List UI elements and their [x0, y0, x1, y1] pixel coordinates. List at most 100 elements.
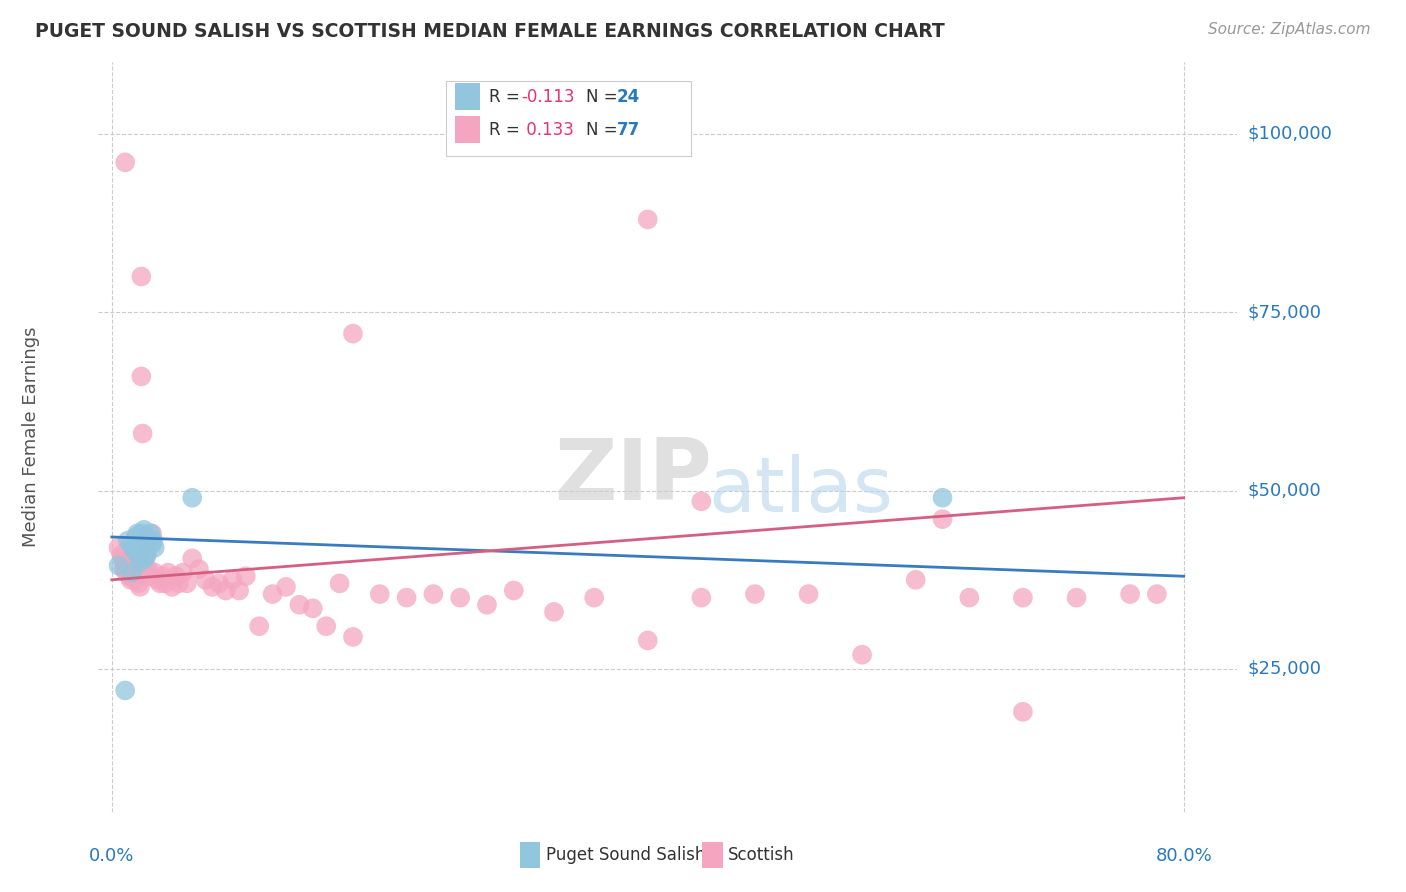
Point [129, 369, 152, 384]
Point [931, 512, 953, 526]
Text: N =: N = [586, 120, 623, 138]
Point [315, 619, 337, 633]
Point [342, 326, 364, 341]
Point [637, 212, 659, 227]
Point [129, 555, 152, 569]
Point [288, 598, 311, 612]
Point [128, 576, 150, 591]
Point [143, 541, 166, 555]
Point [121, 569, 143, 583]
Text: $50,000: $50,000 [1249, 482, 1322, 500]
Point [957, 591, 980, 605]
Point [128, 548, 150, 562]
Text: Puget Sound Salish: Puget Sound Salish [546, 847, 706, 864]
Point [395, 591, 418, 605]
Point [262, 587, 284, 601]
Point [247, 619, 270, 633]
Point [141, 537, 163, 551]
Point [131, 426, 153, 441]
Point [143, 566, 166, 580]
Point [135, 548, 157, 562]
Text: 77: 77 [617, 120, 640, 138]
Point [157, 566, 180, 580]
Point [129, 526, 152, 541]
Text: 0.0%: 0.0% [89, 847, 135, 865]
Point [120, 537, 142, 551]
Point [167, 576, 190, 591]
Point [138, 569, 160, 583]
Text: PUGET SOUND SALISH VS SCOTTISH MEDIAN FEMALE EARNINGS CORRELATION CHART: PUGET SOUND SALISH VS SCOTTISH MEDIAN FE… [35, 22, 945, 41]
Point [422, 587, 444, 601]
Point [136, 533, 159, 548]
Text: $25,000: $25,000 [1249, 660, 1322, 678]
Point [851, 648, 873, 662]
Text: ZIP: ZIP [554, 434, 711, 518]
Point [117, 555, 139, 569]
Text: $100,000: $100,000 [1249, 125, 1333, 143]
Text: atlas: atlas [709, 454, 893, 527]
Point [201, 580, 224, 594]
Point [146, 573, 169, 587]
Point [122, 562, 145, 576]
Point [1012, 591, 1035, 605]
Point [543, 605, 565, 619]
Point [797, 587, 820, 601]
Point [114, 683, 136, 698]
Text: R =: R = [489, 120, 524, 138]
Point [637, 633, 659, 648]
Point [475, 598, 498, 612]
Point [274, 580, 297, 594]
Point [129, 269, 152, 284]
Point [142, 533, 165, 548]
Text: 0.133: 0.133 [522, 120, 574, 138]
Point [583, 591, 606, 605]
Point [160, 580, 183, 594]
Point [114, 558, 136, 573]
Point [120, 573, 142, 587]
Point [132, 523, 155, 537]
FancyBboxPatch shape [520, 842, 540, 868]
Point [118, 569, 141, 583]
Point [176, 576, 198, 591]
Point [125, 558, 148, 573]
Point [107, 558, 129, 573]
Point [342, 630, 364, 644]
Text: $75,000: $75,000 [1249, 303, 1322, 321]
FancyBboxPatch shape [702, 842, 723, 868]
Point [931, 491, 953, 505]
Point [449, 591, 471, 605]
Text: -0.113: -0.113 [522, 87, 575, 105]
Point [368, 587, 391, 601]
Point [125, 530, 148, 544]
Point [1119, 587, 1142, 601]
Point [131, 537, 153, 551]
Point [165, 569, 187, 583]
Point [138, 533, 160, 548]
Point [208, 576, 231, 591]
Text: Median Female Earnings: Median Female Earnings [22, 326, 41, 548]
FancyBboxPatch shape [456, 116, 479, 143]
Point [228, 583, 250, 598]
Point [117, 533, 139, 548]
Point [110, 548, 132, 562]
Point [172, 566, 194, 580]
Text: 80.0%: 80.0% [1156, 847, 1212, 865]
Text: Scottish: Scottish [728, 847, 794, 864]
Point [181, 491, 204, 505]
Point [1146, 587, 1168, 601]
Point [221, 573, 243, 587]
Point [690, 494, 713, 508]
Point [155, 576, 177, 591]
Point [124, 573, 146, 587]
Point [690, 591, 713, 605]
Point [134, 533, 156, 548]
Point [139, 526, 162, 541]
Point [301, 601, 323, 615]
Text: 24: 24 [617, 87, 640, 105]
Point [107, 541, 129, 555]
Point [194, 573, 217, 587]
Point [127, 569, 149, 583]
Point [134, 551, 156, 566]
Point [1066, 591, 1088, 605]
Point [329, 576, 352, 591]
